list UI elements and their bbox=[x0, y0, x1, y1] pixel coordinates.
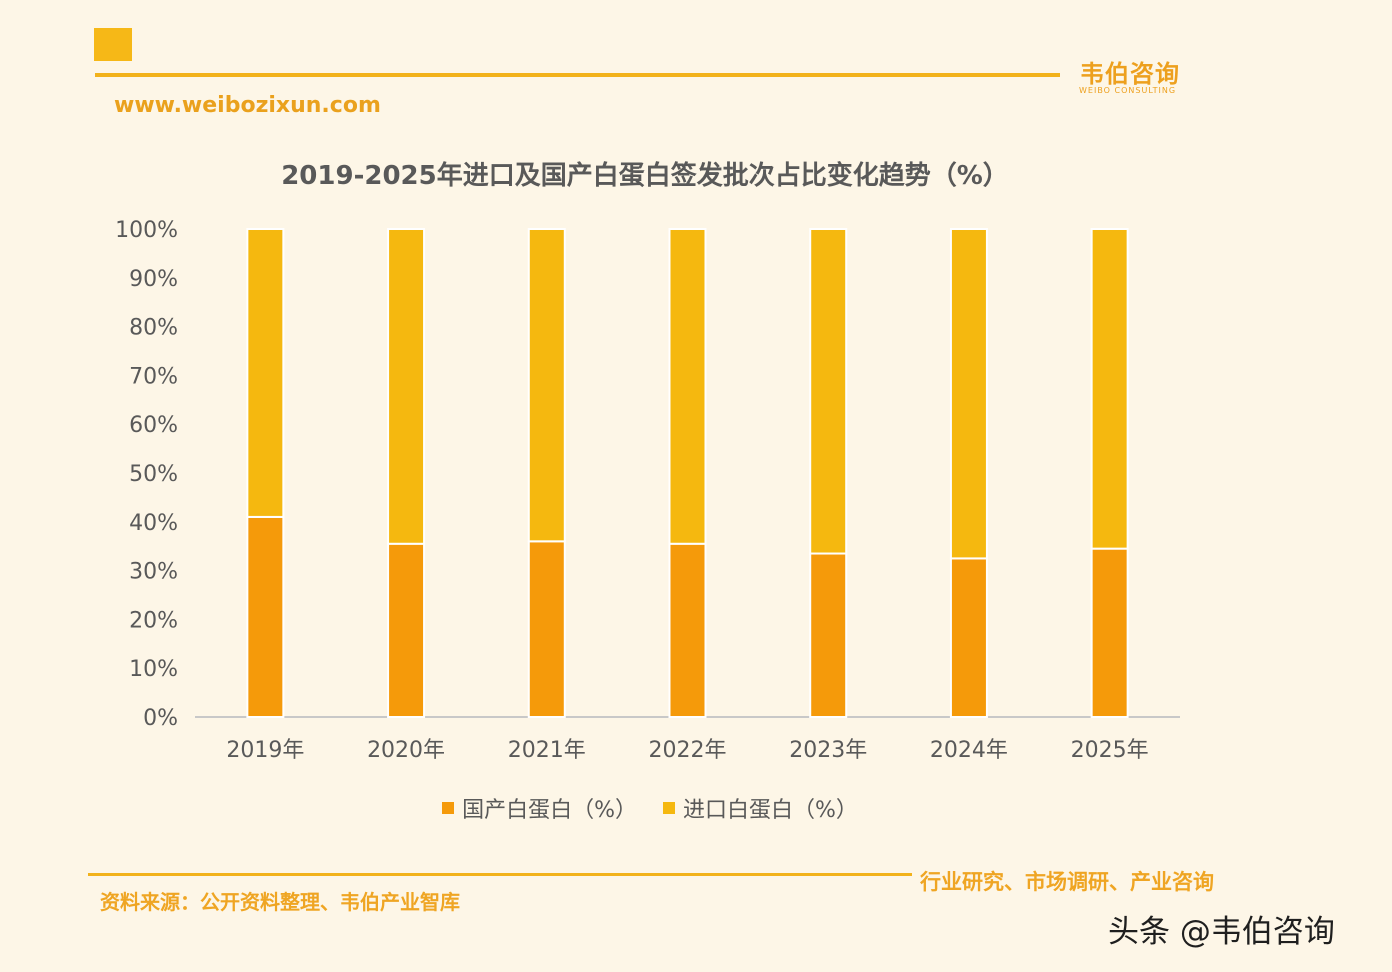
bar-segment-imported bbox=[1090, 228, 1129, 550]
footer-rule bbox=[88, 873, 912, 876]
legend-swatch-imported bbox=[663, 802, 675, 814]
chart-legend: 国产白蛋白（%） 进口白蛋白（%） bbox=[0, 792, 1300, 824]
chart-title: 2019-2025年进口及国产白蛋白签发批次占比变化趋势（%） bbox=[281, 161, 1009, 191]
legend-item-domestic: 国产白蛋白（%） bbox=[442, 792, 637, 824]
bar-segment-domestic bbox=[809, 552, 848, 719]
y-tick-label: 20% bbox=[129, 608, 178, 633]
y-tick-label: 70% bbox=[129, 364, 178, 389]
legend-swatch-domestic bbox=[442, 802, 455, 814]
y-tick-label: 90% bbox=[129, 267, 178, 292]
bar-segment-domestic bbox=[527, 540, 566, 718]
legend-label-imported: 进口白蛋白（%） bbox=[683, 798, 858, 823]
slogan: 行业研究、市场调研、产业咨询 bbox=[920, 869, 1214, 894]
x-tick-label: 2025年 bbox=[1071, 738, 1149, 763]
bar-segment-domestic bbox=[1090, 547, 1129, 719]
y-tick-label: 60% bbox=[129, 413, 178, 438]
site-url[interactable]: www.weibozixun.com bbox=[114, 93, 381, 118]
y-tick-label: 10% bbox=[129, 657, 178, 682]
x-tick-label: 2019年 bbox=[226, 738, 304, 763]
brand-subtitle: WEIBO CONSULTING bbox=[1079, 86, 1177, 95]
y-tick-label: 0% bbox=[143, 706, 178, 731]
x-tick-label: 2021年 bbox=[508, 738, 586, 763]
header-rule bbox=[95, 73, 1060, 77]
y-tick-label: 40% bbox=[129, 511, 178, 536]
x-tick-label: 2023年 bbox=[789, 738, 867, 763]
bar-segment-imported bbox=[668, 228, 707, 545]
x-tick-label: 2022年 bbox=[649, 738, 727, 763]
x-tick-label: 2024年 bbox=[930, 738, 1008, 763]
bar-segment-imported bbox=[809, 228, 848, 555]
y-tick-label: 50% bbox=[129, 462, 178, 487]
watermark: 头条 @韦伯咨询 bbox=[1108, 914, 1335, 950]
legend-label-domestic: 国产白蛋白（%） bbox=[462, 798, 637, 823]
y-tick-label: 80% bbox=[129, 316, 178, 341]
bar-segment-domestic bbox=[246, 515, 285, 718]
source-note: 资料来源：公开资料整理、韦伯产业智库 bbox=[100, 890, 460, 914]
bar-segment-domestic bbox=[949, 557, 988, 719]
bar-segment-imported bbox=[527, 228, 566, 543]
bar-segment-imported bbox=[387, 228, 426, 545]
bar-segment-imported bbox=[246, 228, 285, 518]
y-tick-label: 30% bbox=[129, 560, 178, 585]
brand-square bbox=[94, 28, 132, 61]
bar-segment-imported bbox=[949, 228, 988, 560]
x-tick-label: 2020年 bbox=[367, 738, 445, 763]
bar-segment-domestic bbox=[668, 542, 707, 719]
bar-segment-domestic bbox=[387, 542, 426, 719]
y-tick-label: 100% bbox=[115, 218, 178, 243]
brand-name: 韦伯咨询 bbox=[1080, 59, 1180, 88]
legend-item-imported: 进口白蛋白（%） bbox=[663, 792, 858, 824]
